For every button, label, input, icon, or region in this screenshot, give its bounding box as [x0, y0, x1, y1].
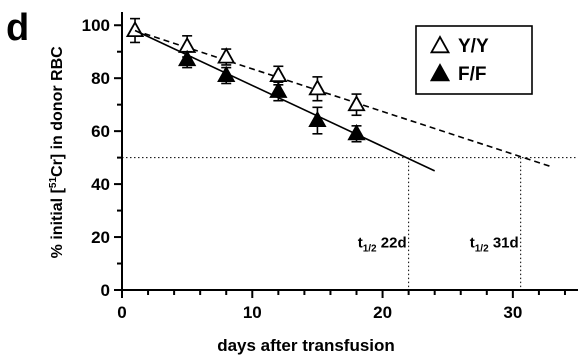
data-point-yy — [347, 94, 366, 112]
x-tick-label: 20 — [373, 303, 392, 322]
y-tick-label: 80 — [91, 69, 110, 88]
y-tick-label: 100 — [82, 16, 110, 35]
legend-label-ff: F/F — [458, 64, 487, 85]
x-tick-label: 0 — [117, 303, 126, 322]
data-point-ff — [308, 110, 327, 128]
legend: Y/Y F/F — [415, 25, 533, 95]
fit-line-ff — [134, 29, 436, 172]
legend-label-yy: Y/Y — [458, 36, 489, 57]
data-point-yy — [308, 78, 327, 96]
y-tick-label: 60 — [91, 122, 110, 141]
data-point-yy — [125, 20, 145, 38]
legend-marker-yy — [429, 35, 451, 54]
y-tick-label: 20 — [91, 228, 110, 247]
data-point-ff — [269, 81, 288, 98]
data-point-yy — [269, 65, 288, 83]
plot-area: 0 20 40 60 80 100 0 10 20 30 days after transfusio… — [48, 12, 578, 355]
fit-line-yy — [134, 29, 553, 168]
y-axis-label: % initial [51Cr] in donor RBC — [48, 46, 66, 258]
panel-label: d — [6, 7, 29, 49]
data-point-yy — [217, 47, 236, 64]
legend-box — [415, 25, 533, 95]
legend-marker-ff — [429, 63, 451, 82]
data-point-ff — [178, 49, 197, 67]
x-axis-label: days after transfusion — [217, 336, 395, 355]
data-point-ff — [217, 65, 236, 83]
x-tick-label: 10 — [243, 303, 262, 322]
data-point-ff — [347, 123, 366, 141]
y-tick-label: 0 — [101, 281, 110, 300]
y-tick-label: 40 — [91, 175, 110, 194]
half-life-label: t1/2 22d — [358, 235, 407, 255]
x-tick-label: 30 — [503, 303, 522, 322]
half-life-label: t1/2 31d — [470, 235, 519, 255]
